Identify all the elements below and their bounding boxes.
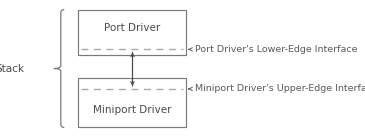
Text: Port Driver's Lower-Edge Interface: Port Driver's Lower-Edge Interface: [195, 45, 358, 54]
Text: Port Driver: Port Driver: [104, 23, 161, 33]
Bar: [78, 78, 186, 127]
Text: Miniport Driver's Upper-Edge Interface: Miniport Driver's Upper-Edge Interface: [195, 84, 365, 93]
Bar: [78, 10, 186, 55]
Text: Stack: Stack: [0, 64, 25, 73]
Text: Miniport Driver: Miniport Driver: [93, 105, 172, 115]
